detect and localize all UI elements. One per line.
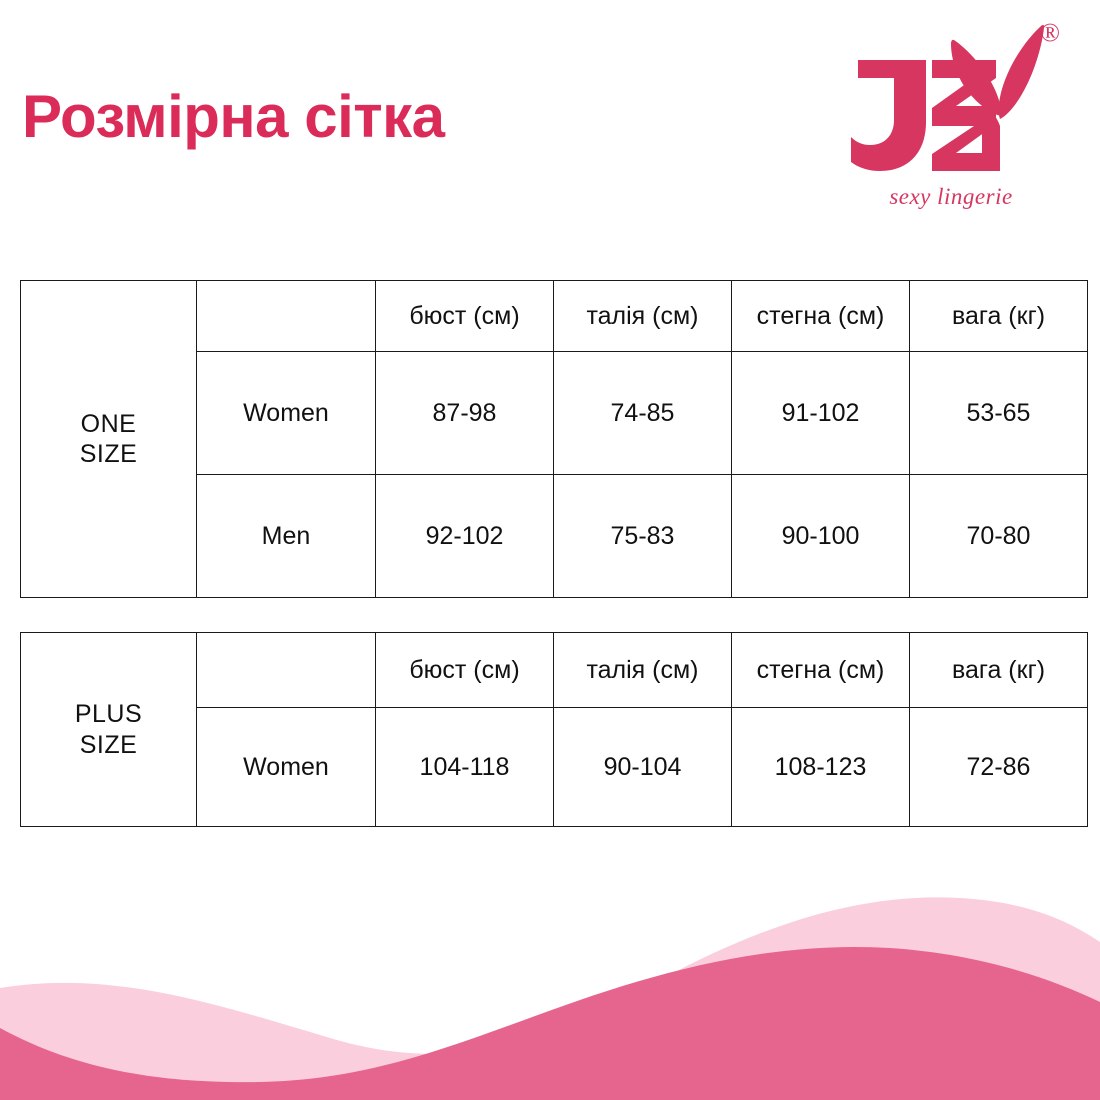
header-cell-weight: вага (кг): [909, 632, 1088, 708]
logo-tagline: sexy lingerie: [889, 184, 1013, 209]
cell-waist: 74-85: [553, 351, 732, 475]
cell-gender: Women: [196, 351, 376, 475]
size-category-line-2: SIZE: [79, 440, 138, 468]
header-cell-hips: стегна (см): [731, 632, 910, 708]
cell-bust: 104-118: [375, 707, 554, 827]
cell-gender: Women: [196, 707, 376, 827]
header-cell-hips: стегна (см): [731, 280, 910, 352]
brand-logo: ® sexy lingerie: [836, 12, 1066, 217]
cell-waist: 75-83: [553, 474, 732, 598]
registered-trademark-icon: ®: [1040, 18, 1060, 47]
header-cell-waist: талія (см): [553, 280, 732, 352]
cell-bust: 87-98: [375, 351, 554, 475]
wave-back-shape: [0, 897, 1100, 1100]
cell-weight: 70-80: [909, 474, 1088, 598]
cell-bust: 92-102: [375, 474, 554, 598]
table-row: Women 104-118 90-104 108-123 72-86: [21, 707, 1088, 827]
page-title: Розмірна сітка: [22, 83, 445, 150]
cell-hips: 108-123: [731, 707, 910, 827]
header-cell-bust: бюст (см): [375, 632, 554, 708]
jsy-logo-icon: [851, 24, 1045, 171]
cell-waist: 90-104: [553, 707, 732, 827]
header-cell-gender: [196, 280, 376, 352]
size-category-line-1: ONE: [80, 409, 137, 438]
size-category-line-2: SIZE: [79, 730, 138, 759]
cell-hips: 91-102: [731, 351, 910, 475]
size-table-plus-size: PLUS SIZE бюст (см) талія (см) стегна (с…: [20, 632, 1088, 827]
header-cell-waist: талія (см): [553, 632, 732, 708]
header-cell-bust: бюст (см): [375, 280, 554, 352]
size-category-label-plus-size: PLUS SIZE: [20, 632, 197, 827]
size-table-one-size: ONE SIZE бюст (см) талія (см) стегна (см…: [20, 280, 1088, 598]
header-cell-weight: вага (кг): [909, 280, 1088, 352]
header-cell-gender: [196, 632, 376, 708]
cell-hips: 90-100: [731, 474, 910, 598]
size-category-label-one-size: ONE SIZE: [20, 280, 197, 598]
cell-weight: 53-65: [909, 351, 1088, 475]
cell-gender: Men: [196, 474, 376, 598]
decorative-wave-graphic: [0, 897, 1100, 1100]
size-category-line-1: PLUS: [74, 700, 143, 728]
page-header: Розмірна сітка ® sexy lingerie: [0, 0, 1100, 240]
table-row: Men 92-102 75-83 90-100 70-80: [21, 474, 1088, 598]
table-header-row: PLUS SIZE бюст (см) талія (см) стегна (с…: [20, 632, 1088, 827]
cell-weight: 72-86: [909, 707, 1088, 827]
table-header-row: ONE SIZE бюст (см) талія (см) стегна (см…: [20, 280, 1088, 598]
wave-front-shape: [0, 946, 1100, 1100]
